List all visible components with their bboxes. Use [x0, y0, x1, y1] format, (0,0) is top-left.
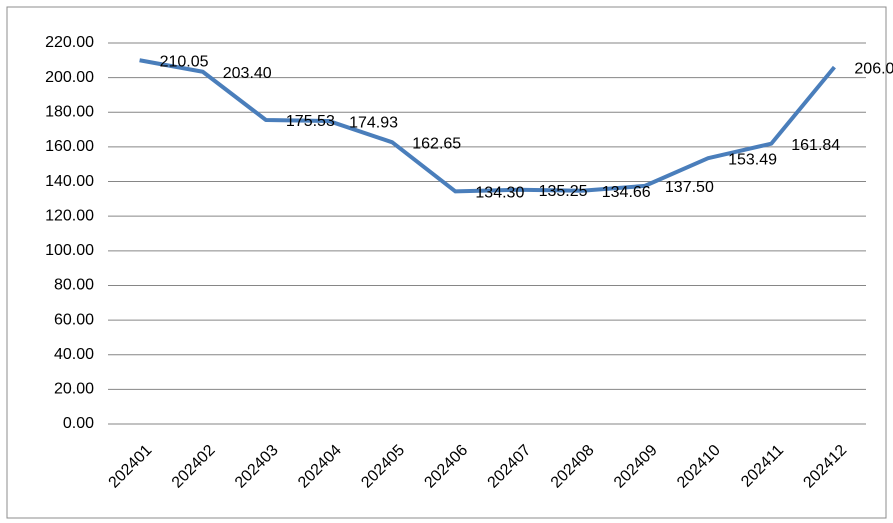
y-tick-label: 220.00 — [45, 34, 94, 51]
chart-border — [6, 6, 887, 519]
data-label: 161.84 — [791, 137, 840, 154]
y-tick-label: 100.00 — [45, 242, 94, 259]
data-label: 135.25 — [539, 183, 588, 200]
data-label: 153.49 — [728, 151, 777, 168]
y-tick-label: 40.00 — [54, 346, 94, 363]
data-label: 175.53 — [286, 113, 335, 130]
y-tick-label: 160.00 — [45, 138, 94, 155]
y-tick-label: 60.00 — [54, 311, 94, 328]
line — [139, 58, 836, 194]
data-label: 137.50 — [665, 179, 714, 196]
data-label: 134.66 — [602, 184, 651, 201]
y-tick-label: 20.00 — [54, 381, 94, 398]
data-label: 174.93 — [349, 114, 398, 131]
y-tick-label: 120.00 — [45, 207, 94, 224]
y-tick-label: 200.00 — [45, 69, 94, 86]
y-tick-label: 140.00 — [45, 173, 94, 190]
y-tick-label: 80.00 — [54, 277, 94, 294]
data-label: 203.40 — [223, 65, 272, 82]
data-label: 162.65 — [412, 136, 461, 153]
data-label: 206.06 — [854, 60, 893, 77]
data-label: 134.30 — [475, 185, 524, 202]
data-label: 210.05 — [160, 53, 209, 70]
y-tick-label: 0.00 — [63, 415, 94, 432]
y-tick-label: 180.00 — [45, 103, 94, 120]
